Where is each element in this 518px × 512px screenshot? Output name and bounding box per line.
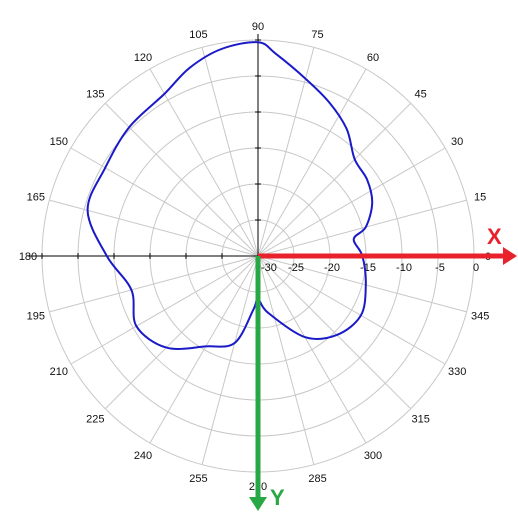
radial-tick-label: -20 [324, 262, 340, 274]
grid-spoke [257, 47, 315, 257]
grid-spoke [149, 68, 259, 257]
angle-tick-label: 120 [134, 52, 152, 64]
angle-tick-label: 285 [308, 473, 326, 485]
angle-tick-label: 255 [189, 473, 207, 485]
y-axis-letter: Y [270, 485, 285, 510]
grid-spoke [104, 102, 259, 257]
grid-spoke [257, 255, 467, 313]
grid-spoke [49, 255, 259, 313]
grid-spoke [257, 255, 412, 410]
radial-tick-label: -15 [360, 262, 376, 274]
grid-spoke [70, 255, 259, 365]
angle-tick-label: 195 [27, 311, 45, 323]
angle-tick-label: 45 [415, 88, 427, 100]
radial-tick-label: -25 [288, 262, 304, 274]
angle-tick-label: 135 [86, 88, 104, 100]
y-axis-arrowhead [249, 497, 267, 511]
angle-tick-label: 150 [50, 136, 68, 148]
grid-spoke [201, 255, 259, 465]
radial-tick-label: -30 [261, 262, 277, 274]
angle-tick-label: 105 [189, 29, 207, 41]
angle-tick-label: 60 [367, 52, 379, 64]
angle-tick-label: 30 [451, 136, 463, 148]
grid-spoke [257, 255, 315, 465]
grid-spoke [201, 47, 259, 257]
grid-spoke [70, 147, 259, 257]
angle-tick-label: 330 [448, 366, 466, 378]
radial-tick-label: -5 [435, 262, 445, 274]
grid-spoke [104, 255, 259, 410]
angle-tick-label: 225 [86, 414, 104, 426]
grid-spoke [257, 199, 467, 257]
x-axis-letter: X [487, 224, 502, 249]
angle-tick-label: 180 [19, 251, 37, 263]
xy-overlay: X Y [249, 224, 517, 511]
grid-spoke [257, 147, 446, 257]
grid-spoke [257, 255, 446, 365]
angle-tick-label: 165 [27, 191, 45, 203]
angle-tick-label: 315 [411, 414, 429, 426]
angle-tick-label: 345 [471, 311, 489, 323]
angle-tick-label: 15 [474, 191, 486, 203]
radial-tick-label: -10 [396, 262, 412, 274]
grid-spoke [257, 102, 412, 257]
angle-tick-label: 240 [134, 450, 152, 462]
grid-spoke [149, 255, 259, 444]
grid-spoke [257, 255, 367, 444]
series-layer [86, 41, 374, 350]
radial-tick-label: 0 [473, 262, 479, 274]
grid-spoke [257, 68, 367, 257]
series-line [86, 41, 374, 350]
angle-tick-label: 210 [50, 366, 68, 378]
grid-spoke [49, 199, 259, 257]
angle-tick-label: 90 [252, 21, 264, 33]
x-axis-arrowhead [503, 247, 517, 265]
angle-tick-label: 75 [311, 29, 323, 41]
angle-tick-label: 300 [364, 450, 382, 462]
